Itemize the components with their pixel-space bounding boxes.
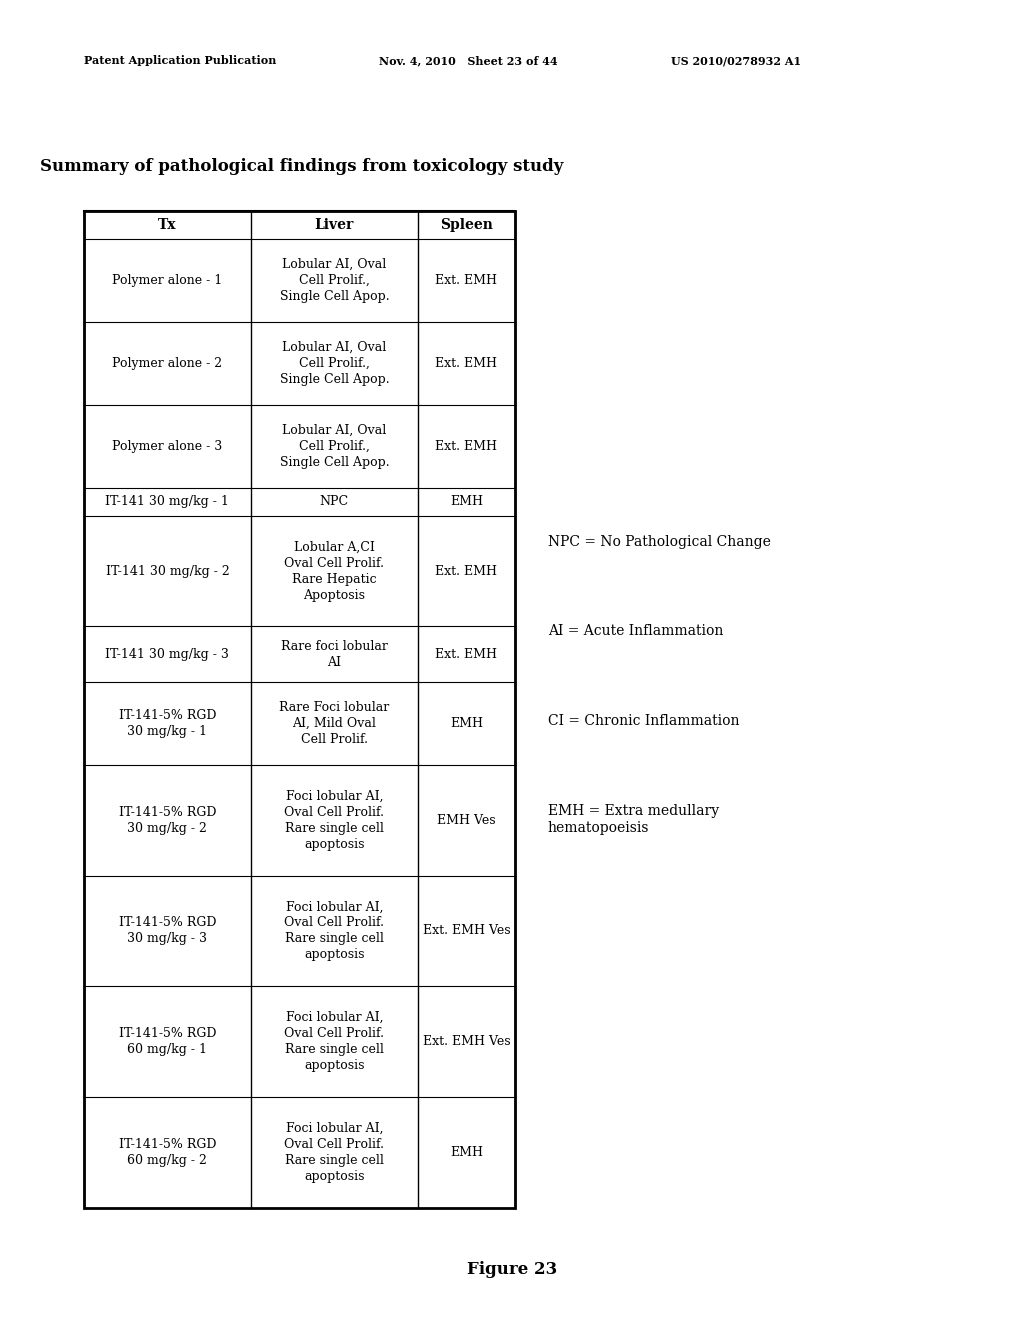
Text: Spleen: Spleen [440, 218, 493, 232]
Text: IT-141 30 mg/kg - 3: IT-141 30 mg/kg - 3 [105, 648, 229, 660]
Text: AI = Acute Inflammation: AI = Acute Inflammation [548, 624, 723, 639]
Text: Foci lobular AI,
Oval Cell Prolif.
Rare single cell
apoptosis: Foci lobular AI, Oval Cell Prolif. Rare … [285, 1122, 384, 1183]
Text: Figure 23: Figure 23 [467, 1261, 557, 1278]
Text: IT-141-5% RGD
60 mg/kg - 2: IT-141-5% RGD 60 mg/kg - 2 [119, 1138, 216, 1167]
Text: Patent Application Publication: Patent Application Publication [84, 55, 276, 66]
Text: IT-141-5% RGD
30 mg/kg - 1: IT-141-5% RGD 30 mg/kg - 1 [119, 709, 216, 738]
Text: Lobular AI, Oval
Cell Prolif.,
Single Cell Apop.: Lobular AI, Oval Cell Prolif., Single Ce… [280, 257, 389, 302]
Text: IT-141-5% RGD
30 mg/kg - 2: IT-141-5% RGD 30 mg/kg - 2 [119, 805, 216, 834]
Text: Polymer alone - 1: Polymer alone - 1 [113, 275, 222, 286]
Text: Ext. EMH Ves: Ext. EMH Ves [423, 924, 510, 937]
Text: NPC = No Pathological Change: NPC = No Pathological Change [548, 535, 771, 549]
Text: IT-141-5% RGD
30 mg/kg - 3: IT-141-5% RGD 30 mg/kg - 3 [119, 916, 216, 945]
Text: IT-141-5% RGD
60 mg/kg - 1: IT-141-5% RGD 60 mg/kg - 1 [119, 1027, 216, 1056]
Text: IT-141 30 mg/kg - 1: IT-141 30 mg/kg - 1 [105, 495, 229, 508]
Text: Foci lobular AI,
Oval Cell Prolif.
Rare single cell
apoptosis: Foci lobular AI, Oval Cell Prolif. Rare … [285, 1011, 384, 1072]
Text: Ext. EMH: Ext. EMH [435, 565, 498, 578]
Text: EMH Ves: EMH Ves [437, 813, 496, 826]
Text: Rare Foci lobular
AI, Mild Oval
Cell Prolif.: Rare Foci lobular AI, Mild Oval Cell Pro… [280, 701, 389, 746]
Text: Lobular AI, Oval
Cell Prolif.,
Single Cell Apop.: Lobular AI, Oval Cell Prolif., Single Ce… [280, 341, 389, 385]
Text: Lobular AI, Oval
Cell Prolif.,
Single Cell Apop.: Lobular AI, Oval Cell Prolif., Single Ce… [280, 424, 389, 469]
Text: Nov. 4, 2010   Sheet 23 of 44: Nov. 4, 2010 Sheet 23 of 44 [379, 55, 557, 66]
Text: US 2010/0278932 A1: US 2010/0278932 A1 [671, 55, 801, 66]
Text: EMH: EMH [450, 1146, 483, 1159]
Text: Summary of pathological findings from toxicology study: Summary of pathological findings from to… [40, 158, 564, 176]
Text: Ext. EMH: Ext. EMH [435, 648, 498, 660]
Text: IT-141 30 mg/kg - 2: IT-141 30 mg/kg - 2 [105, 565, 229, 578]
Text: Foci lobular AI,
Oval Cell Prolif.
Rare single cell
apoptosis: Foci lobular AI, Oval Cell Prolif. Rare … [285, 900, 384, 961]
Text: Lobular A,CI
Oval Cell Prolif.
Rare Hepatic
Apoptosis: Lobular A,CI Oval Cell Prolif. Rare Hepa… [285, 541, 384, 602]
Text: CI = Chronic Inflammation: CI = Chronic Inflammation [548, 714, 739, 729]
Text: Foci lobular AI,
Oval Cell Prolif.
Rare single cell
apoptosis: Foci lobular AI, Oval Cell Prolif. Rare … [285, 789, 384, 850]
Text: EMH: EMH [450, 495, 483, 508]
Text: Ext. EMH Ves: Ext. EMH Ves [423, 1035, 510, 1048]
Text: Ext. EMH: Ext. EMH [435, 356, 498, 370]
Text: Polymer alone - 2: Polymer alone - 2 [113, 356, 222, 370]
Text: Tx: Tx [158, 218, 177, 232]
Text: Rare foci lobular
AI: Rare foci lobular AI [281, 640, 388, 669]
Text: Liver: Liver [314, 218, 354, 232]
Text: Ext. EMH: Ext. EMH [435, 275, 498, 286]
Text: EMH: EMH [450, 717, 483, 730]
Text: EMH = Extra medullary
hematopoeisis: EMH = Extra medullary hematopoeisis [548, 804, 719, 836]
Text: NPC: NPC [319, 495, 349, 508]
Bar [84, 211, 515, 1208]
Text: Polymer alone - 3: Polymer alone - 3 [113, 440, 222, 453]
Text: Ext. EMH: Ext. EMH [435, 440, 498, 453]
